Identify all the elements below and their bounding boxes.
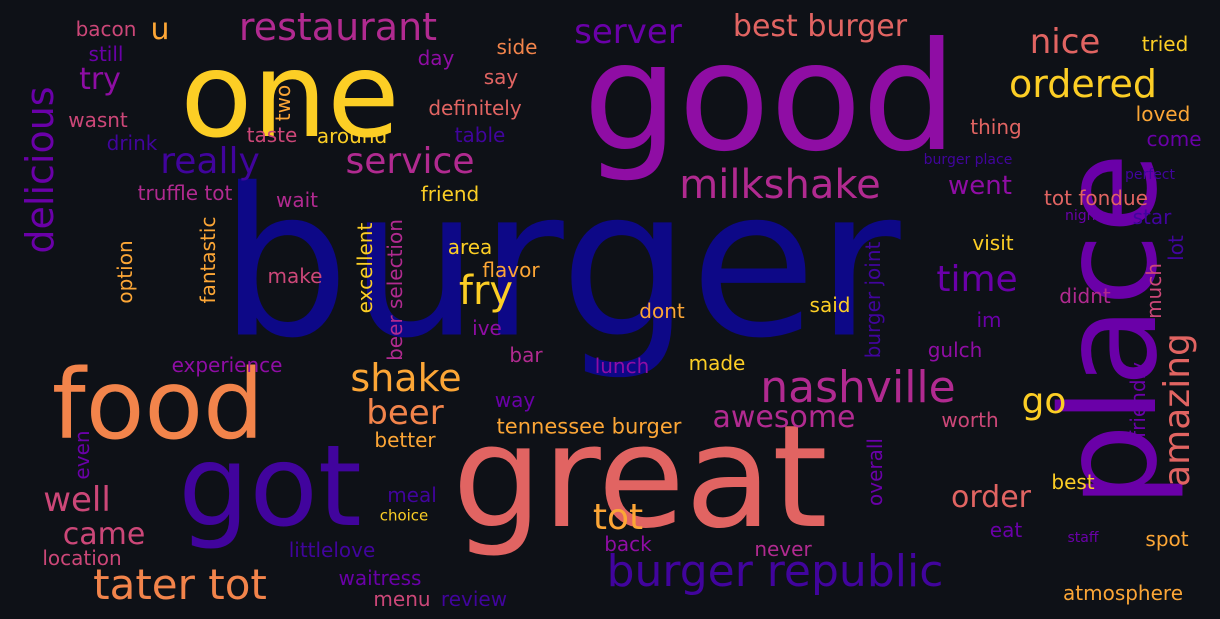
word-table: table [454,123,506,147]
word-two: two [271,84,295,122]
word-restaurant: restaurant [238,5,438,49]
word-server: server [574,12,682,52]
word-bar: bar [509,343,543,367]
word-friend: friend [420,182,480,206]
word-dont: dont [639,299,685,323]
word-order: order [951,480,1031,515]
word-overall: overall [863,438,887,506]
word-shake: shake [350,356,462,400]
word-perfect: perfect [1125,167,1175,183]
word-one: one [180,26,400,164]
word-tennessee-burger: tennessee burger [496,414,682,439]
word-try: try [79,62,121,97]
word-service: service [345,141,475,182]
word-didnt: didnt [1059,284,1111,308]
word-taste: taste [246,123,298,147]
word-lot: lot [1164,235,1188,261]
word-beer-selection: beer selection [383,219,407,361]
word-star: star [1132,205,1172,229]
word-awesome: awesome [712,400,856,435]
word-side: side [496,35,538,59]
word-day: day [417,46,455,70]
word-staff: staff [1067,530,1099,546]
word-burger-place: burger place [923,152,1013,168]
word-bacon: bacon [75,17,137,41]
word-ive: ive [472,316,502,340]
word-really: really [160,141,260,182]
word-burger-republic: burger republic [606,546,944,597]
word-thing: thing [970,115,1022,139]
word-nice: nice [1029,22,1101,62]
word-wasnt: wasnt [68,108,128,132]
word-burger: burger [219,145,901,384]
word-wait: wait [275,188,319,212]
word-never: never [754,537,812,561]
word-best: best [1051,470,1095,494]
word-came: came [62,517,146,552]
word-burger-joint: burger joint [861,241,885,359]
word-flavor: flavor [482,258,540,282]
word-spot: spot [1145,527,1189,551]
word-milkshake: milkshake [679,162,881,208]
word-much: much [1142,263,1166,319]
word-friendly: friendly [1126,362,1150,438]
word-im: im [976,308,1002,332]
word-drink: drink [106,131,158,155]
word-said: said [809,293,851,317]
word-definitely: definitely [428,96,522,120]
word-choice: choice [379,506,429,525]
word-littlelove: littlelove [288,538,376,562]
word-food: food [51,349,265,461]
word-still: still [88,42,124,66]
word-truffle-tot: truffle tot [137,181,233,205]
word-went: went [948,171,1012,201]
word-good: good [583,11,957,185]
word-come: come [1146,127,1202,151]
word-excellent: excellent [353,222,377,314]
word-location: location [42,546,122,570]
word-review: review [440,587,508,611]
word-menu: menu [373,587,431,611]
word-u: u [150,12,170,47]
word-back: back [604,532,652,556]
word-make: make [267,264,323,288]
word-delicious: delicious [18,86,62,254]
word-time: time [936,259,1018,300]
word-loved: loved [1135,102,1191,126]
word-waitress: waitress [338,566,422,590]
word-better: better [374,428,436,452]
word-fry: fry [458,268,514,314]
word-eat: eat [989,518,1023,542]
word-made: made [688,351,746,375]
word-got: got [178,422,362,552]
word-night: night [1064,208,1102,224]
word-well: well [43,480,111,520]
word-ordered: ordered [1009,62,1157,106]
word-tot: tot [592,497,644,538]
word-meal: meal [387,483,437,507]
word-amazing: amazing [1157,333,1198,487]
word-experience: experience [171,353,283,377]
word-tried: tried [1141,32,1189,56]
word-around: around [316,124,388,148]
word-option: option [113,240,137,304]
word-area: area [447,235,493,259]
word-tater-tot: tater tot [93,560,267,609]
word-best-burger: best burger [732,9,908,44]
word-way: way [494,388,536,412]
word-tot-fondue: tot fondue [1044,186,1148,210]
word-atmosphere: atmosphere [1063,581,1183,605]
word-great: great [452,395,828,560]
word-say: say [483,65,519,89]
word-lunch: lunch [594,354,650,378]
word-go: go [1021,381,1067,422]
word-fantastic: fantastic [196,216,220,304]
word-beer: beer [366,393,444,433]
word-even: even [70,430,94,480]
word-gulch: gulch [927,338,983,362]
word-nashville: nashville [760,362,956,413]
word-visit: visit [972,231,1014,255]
word-worth: worth [941,408,999,432]
